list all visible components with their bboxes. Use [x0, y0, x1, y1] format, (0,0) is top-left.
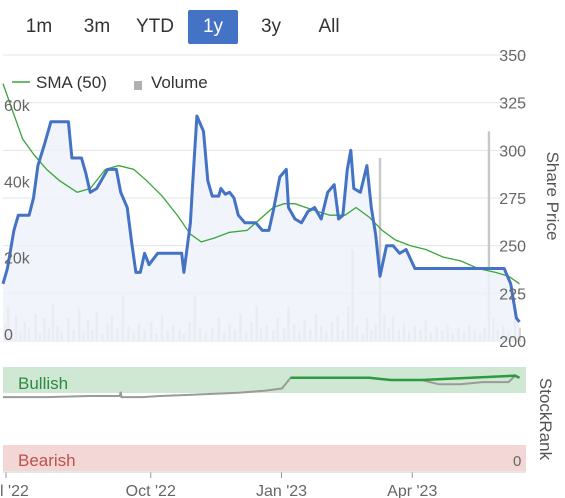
volume-tick-label: 0: [4, 327, 13, 344]
volume-tick-label: 40k: [4, 174, 31, 191]
price-tick-label: 250: [499, 239, 526, 256]
x-axis-ticks: Jul '22 Oct '22 Jan '23 Apr '23: [0, 471, 526, 498]
price-tick-label: 350: [499, 48, 526, 65]
range-button-all[interactable]: All: [318, 16, 340, 37]
stockrank-panel: Bullish Bearish 0 StockRank: [3, 367, 555, 471]
price-axis-title: Share Price: [543, 152, 562, 241]
volume-tick-label: 60k: [4, 98, 31, 115]
stockrank-axis-title: StockRank: [536, 378, 555, 461]
x-tick-label: Jan '23: [256, 483, 307, 498]
bullish-label: Bullish: [18, 374, 68, 393]
range-button-3m[interactable]: 3m: [83, 16, 111, 37]
sma-legend-label: SMA (50): [36, 73, 107, 92]
volume-axis-ticks: 0 20k 40k 60k: [4, 98, 31, 344]
sma-line: [2, 83, 520, 285]
price-line: [1, 114, 521, 323]
price-tick-label: 200: [499, 334, 526, 351]
volume-legend-label: Volume: [151, 73, 208, 92]
price-tick-label: 325: [499, 96, 526, 113]
volume-bar: [378, 157, 382, 341]
price-area-fill: [3, 116, 520, 341]
x-tick-label: Jul '22: [0, 483, 29, 498]
bearish-band: [3, 445, 526, 471]
bearish-label: Bearish: [18, 451, 76, 470]
price-tick-label: 275: [499, 191, 526, 208]
range-button-ytd[interactable]: YTD: [136, 16, 174, 37]
range-button-3y[interactable]: 3y: [260, 16, 282, 37]
volume-legend-swatch: [134, 81, 142, 90]
price-tick-label: 300: [499, 143, 526, 160]
stockrank-zero-label: 0: [513, 453, 521, 470]
range-button-1y[interactable]: 1y: [188, 10, 238, 44]
volume-tick-label: 20k: [4, 251, 31, 268]
range-button-1m[interactable]: 1m: [25, 16, 53, 37]
chart-legend: SMA (50) Volume: [12, 73, 208, 92]
x-tick-label: Apr '23: [387, 483, 437, 498]
price-axis-ticks: 350 325 300 275 250 225 200: [499, 48, 526, 351]
volume-bar: [487, 131, 491, 341]
stockrank-bullish-segment: [290, 374, 521, 382]
x-tick-label: Oct '22: [126, 483, 176, 498]
price-tick-label: 225: [499, 286, 526, 303]
